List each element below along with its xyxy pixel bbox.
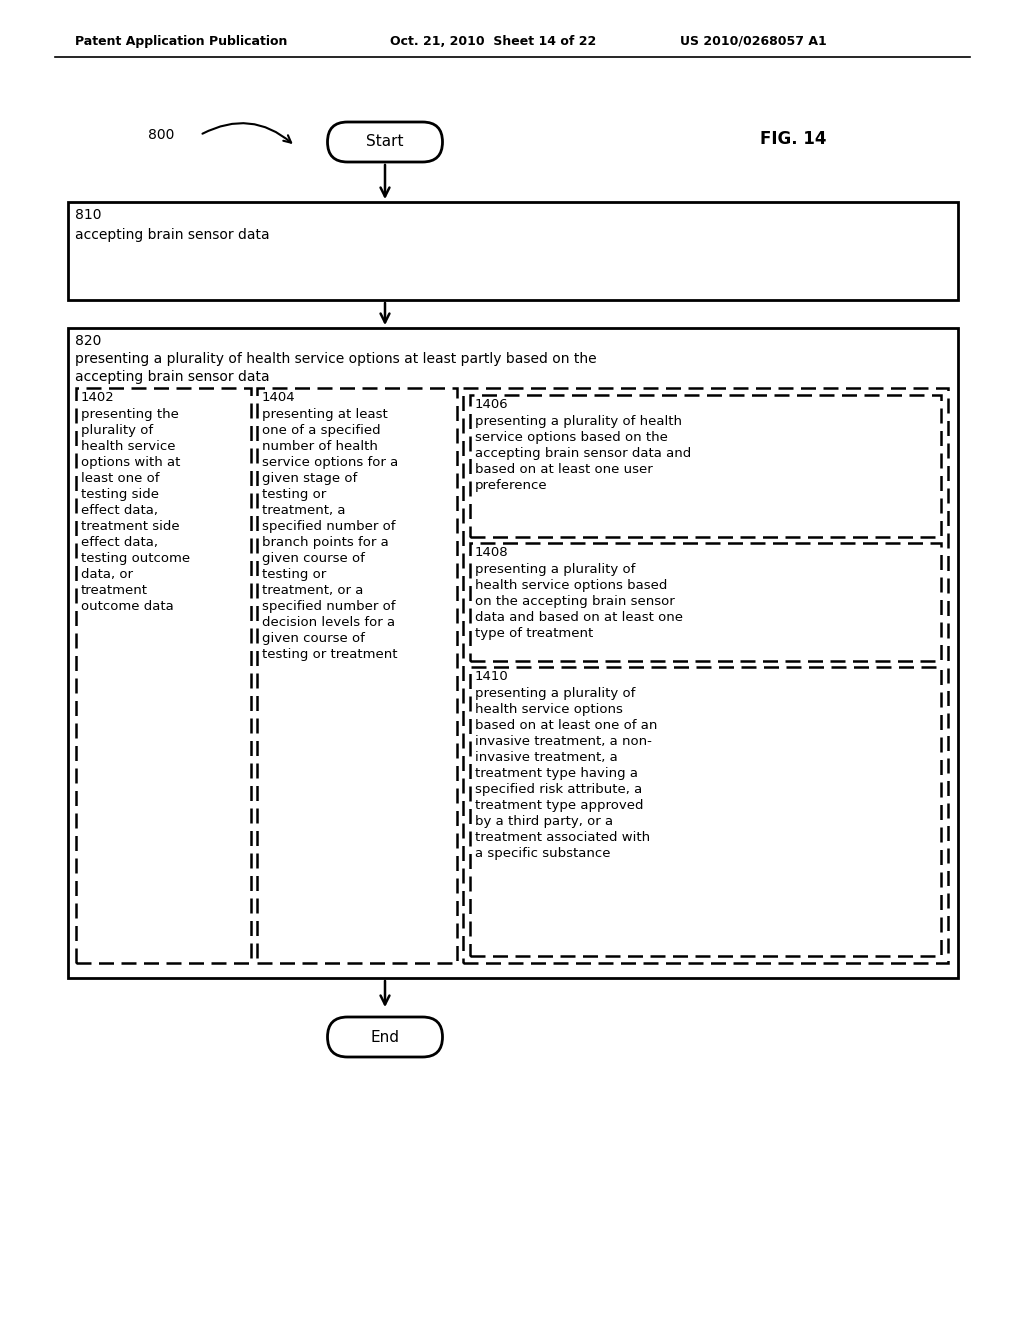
Text: presenting a plurality of health
service options based on the
accepting brain se: presenting a plurality of health service… <box>475 414 691 492</box>
Bar <box>68 202 958 300</box>
Text: accepting brain sensor data: accepting brain sensor data <box>75 228 269 242</box>
FancyBboxPatch shape <box>328 121 442 162</box>
FancyBboxPatch shape <box>328 1016 442 1057</box>
Text: 800: 800 <box>148 128 174 143</box>
Text: accepting brain sensor data: accepting brain sensor data <box>75 370 269 384</box>
Text: US 2010/0268057 A1: US 2010/0268057 A1 <box>680 36 826 48</box>
Text: 1410: 1410 <box>475 671 509 682</box>
Text: 1408: 1408 <box>475 546 509 558</box>
Text: 810: 810 <box>75 209 101 222</box>
Text: 1404: 1404 <box>262 391 296 404</box>
Bar <box>470 543 941 661</box>
Text: presenting at least
one of a specified
number of health
service options for a
gi: presenting at least one of a specified n… <box>262 408 398 661</box>
Text: presenting a plurality of
health service options based
on the accepting brain se: presenting a plurality of health service… <box>475 564 683 640</box>
Text: Patent Application Publication: Patent Application Publication <box>75 36 288 48</box>
Text: presenting a plurality of
health service options
based on at least one of an
inv: presenting a plurality of health service… <box>475 686 657 861</box>
Text: Oct. 21, 2010  Sheet 14 of 22: Oct. 21, 2010 Sheet 14 of 22 <box>390 36 596 48</box>
Text: FIG. 14: FIG. 14 <box>760 129 826 148</box>
Bar <box>257 388 457 964</box>
Bar <box>76 388 251 964</box>
Text: Start: Start <box>367 135 403 149</box>
Bar <box>470 667 941 956</box>
Bar <box>463 388 948 964</box>
Bar <box>470 395 941 537</box>
Text: 1402: 1402 <box>81 391 115 404</box>
Bar <box>68 327 958 978</box>
Text: presenting the
plurality of
health service
options with at
least one of
testing : presenting the plurality of health servi… <box>81 408 190 612</box>
Text: 820: 820 <box>75 334 101 348</box>
Text: End: End <box>371 1030 399 1044</box>
Text: 1406: 1406 <box>475 399 509 411</box>
Text: presenting a plurality of health service options at least partly based on the: presenting a plurality of health service… <box>75 352 597 366</box>
